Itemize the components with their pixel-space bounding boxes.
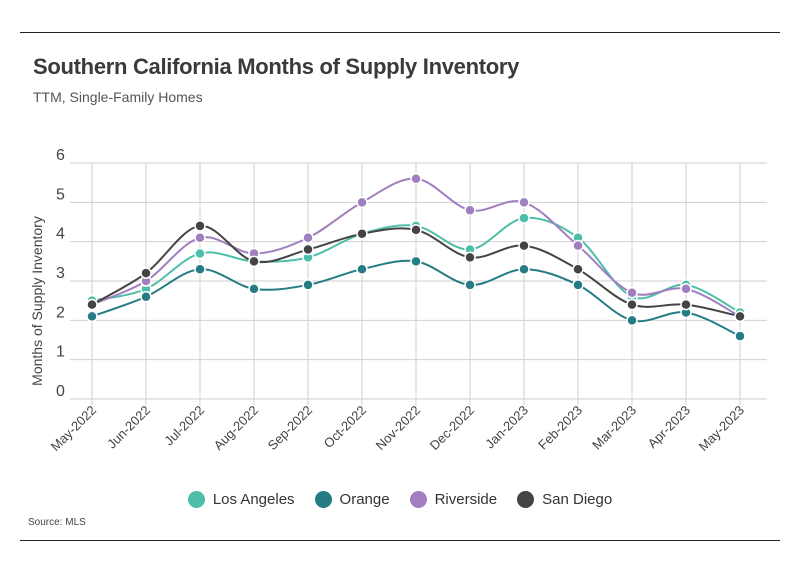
data-point-san-diego bbox=[356, 228, 368, 240]
data-point-orange bbox=[464, 279, 476, 291]
x-tick-label: Oct-2022 bbox=[321, 403, 369, 451]
y-axis-label: Months of Supply Inventory bbox=[29, 216, 45, 386]
y-tick-label: 4 bbox=[56, 226, 65, 243]
y-tick-label: 6 bbox=[56, 147, 65, 164]
data-point-riverside bbox=[680, 283, 692, 295]
source-note: Source: MLS bbox=[28, 517, 86, 528]
data-point-orange bbox=[626, 314, 638, 327]
x-tick-label: Jan-2023 bbox=[482, 403, 531, 452]
data-point-orange bbox=[248, 283, 260, 295]
data-point-orange bbox=[734, 330, 746, 342]
chart-title: Southern California Months of Supply Inv… bbox=[33, 54, 520, 79]
legend-swatch bbox=[409, 491, 427, 508]
legend-item-riverside: Riverside bbox=[409, 491, 498, 508]
data-point-riverside bbox=[410, 172, 422, 185]
legend-label: San Diego bbox=[542, 491, 613, 508]
legend-swatch bbox=[314, 491, 332, 508]
data-point-san-diego bbox=[518, 239, 530, 252]
y-tick-label: 5 bbox=[56, 186, 65, 203]
data-point-riverside bbox=[626, 287, 638, 299]
data-point-orange bbox=[140, 290, 152, 303]
data-point-san-diego bbox=[572, 263, 584, 275]
x-tick-label: Nov-2022 bbox=[373, 403, 423, 453]
legend-label: Los Angeles bbox=[212, 491, 295, 508]
legend-item-los-angeles: Los Angeles bbox=[187, 491, 295, 508]
data-point-san-diego bbox=[140, 267, 152, 279]
data-point-riverside bbox=[194, 231, 206, 244]
x-tick-label: Aug-2022 bbox=[211, 403, 261, 453]
chart-subtitle: TTM, Single-Family Homes bbox=[33, 89, 203, 105]
y-tick-label: 2 bbox=[56, 304, 65, 321]
bottom-rule bbox=[20, 540, 780, 541]
data-point-san-diego bbox=[410, 224, 422, 236]
y-tick-label: 1 bbox=[56, 344, 65, 361]
data-point-riverside bbox=[464, 204, 476, 216]
data-point-san-diego bbox=[464, 251, 476, 264]
data-point-san-diego bbox=[734, 310, 746, 323]
data-point-san-diego bbox=[626, 298, 638, 311]
y-tick-label: 3 bbox=[56, 265, 65, 282]
data-point-los-angeles bbox=[194, 247, 206, 260]
x-tick-label: Jul-2022 bbox=[161, 403, 207, 449]
chart-legend: Los Angeles Orange Riverside San Diego bbox=[0, 491, 800, 508]
legend-label: Riverside bbox=[434, 491, 498, 508]
data-point-riverside bbox=[518, 196, 530, 209]
x-tick-label: May-2022 bbox=[48, 403, 99, 454]
data-point-orange bbox=[86, 310, 98, 323]
x-tick-label: Feb-2023 bbox=[535, 403, 585, 453]
data-point-san-diego bbox=[680, 298, 692, 311]
data-point-riverside bbox=[572, 239, 584, 252]
data-point-orange bbox=[410, 255, 422, 268]
data-point-orange bbox=[518, 263, 530, 275]
legend-swatch bbox=[517, 491, 535, 508]
y-tick-label: 0 bbox=[56, 383, 65, 400]
legend-item-san-diego: San Diego bbox=[517, 491, 612, 508]
data-point-orange bbox=[194, 263, 206, 275]
data-point-orange bbox=[356, 263, 368, 275]
legend-label: Orange bbox=[339, 491, 390, 508]
x-tick-label: Apr-2023 bbox=[645, 403, 693, 451]
x-tick-label: May-2023 bbox=[696, 403, 747, 454]
x-tick-label: Mar-2023 bbox=[589, 403, 639, 453]
data-point-san-diego bbox=[248, 255, 260, 268]
data-point-san-diego bbox=[86, 298, 98, 311]
legend-item-orange: Orange bbox=[314, 491, 390, 508]
x-tick-label: Jun-2022 bbox=[104, 403, 153, 452]
x-tick-label: Dec-2022 bbox=[427, 403, 477, 453]
data-point-riverside bbox=[302, 231, 314, 244]
legend-swatch bbox=[187, 491, 205, 508]
data-point-riverside bbox=[356, 196, 368, 209]
data-point-orange bbox=[302, 279, 314, 291]
data-point-orange bbox=[572, 279, 584, 291]
data-point-san-diego bbox=[302, 243, 314, 256]
data-point-san-diego bbox=[194, 220, 206, 232]
top-rule bbox=[20, 32, 780, 33]
data-point-los-angeles bbox=[518, 212, 530, 224]
x-tick-label: Sep-2022 bbox=[265, 403, 315, 453]
